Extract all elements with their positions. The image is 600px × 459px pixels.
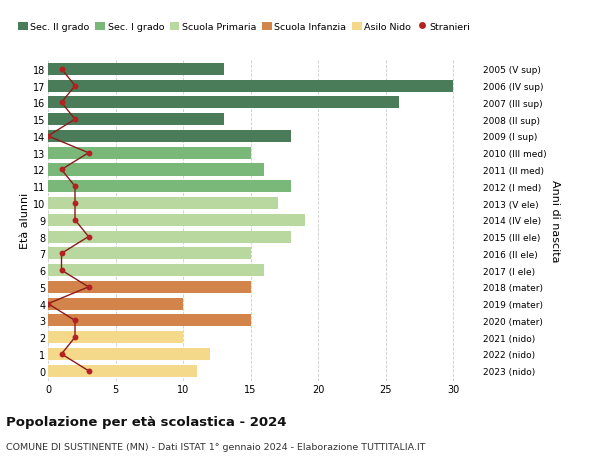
Point bbox=[43, 300, 53, 308]
Bar bbox=[48, 164, 264, 176]
Point bbox=[56, 167, 67, 174]
Bar bbox=[48, 97, 399, 109]
Point bbox=[43, 133, 53, 140]
Point bbox=[84, 150, 94, 157]
Point bbox=[56, 100, 67, 107]
Bar bbox=[48, 281, 251, 293]
Y-axis label: Età alunni: Età alunni bbox=[20, 192, 30, 248]
Text: Popolazione per età scolastica - 2024: Popolazione per età scolastica - 2024 bbox=[6, 415, 287, 428]
Y-axis label: Anni di nascita: Anni di nascita bbox=[550, 179, 560, 262]
Bar bbox=[48, 80, 453, 92]
Bar bbox=[48, 248, 251, 260]
Point bbox=[84, 233, 94, 241]
Bar bbox=[48, 331, 183, 343]
Point bbox=[70, 116, 80, 123]
Point bbox=[56, 267, 67, 274]
Text: COMUNE DI SUSTINENTE (MN) - Dati ISTAT 1° gennaio 2024 - Elaborazione TUTTITALIA: COMUNE DI SUSTINENTE (MN) - Dati ISTAT 1… bbox=[6, 442, 425, 451]
Bar bbox=[48, 64, 223, 76]
Bar bbox=[48, 231, 291, 243]
Bar bbox=[48, 348, 210, 360]
Point bbox=[70, 183, 80, 190]
Point bbox=[70, 217, 80, 224]
Point bbox=[84, 284, 94, 291]
Point bbox=[56, 351, 67, 358]
Bar bbox=[48, 197, 277, 210]
Point bbox=[56, 66, 67, 73]
Point bbox=[70, 334, 80, 341]
Point bbox=[56, 250, 67, 257]
Point bbox=[70, 83, 80, 90]
Bar bbox=[48, 298, 183, 310]
Bar bbox=[48, 214, 305, 226]
Bar bbox=[48, 264, 264, 276]
Bar bbox=[48, 147, 251, 159]
Legend: Sec. II grado, Sec. I grado, Scuola Primaria, Scuola Infanzia, Asilo Nido, Stran: Sec. II grado, Sec. I grado, Scuola Prim… bbox=[18, 22, 470, 32]
Point bbox=[70, 200, 80, 207]
Bar bbox=[48, 315, 251, 327]
Point bbox=[70, 317, 80, 325]
Bar bbox=[48, 131, 291, 143]
Bar bbox=[48, 365, 197, 377]
Bar bbox=[48, 181, 291, 193]
Point bbox=[84, 367, 94, 375]
Bar bbox=[48, 114, 223, 126]
